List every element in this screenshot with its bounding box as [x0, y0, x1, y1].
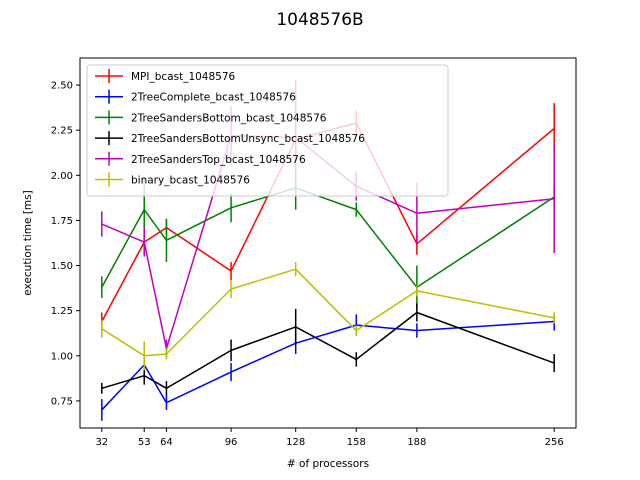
y-tick-label: 1.50	[51, 261, 73, 272]
y-tick-label: 1.00	[51, 351, 73, 362]
series-line	[101, 311, 555, 390]
legend-entry: MPI_bcast_1048576	[95, 69, 236, 83]
y-tick-label: 2.50	[51, 81, 73, 92]
series-line	[101, 268, 555, 357]
x-tick-label: 256	[545, 437, 564, 448]
legend-label: binary_bcast_1048576	[131, 175, 250, 187]
y-tick-label: 1.25	[51, 306, 73, 317]
x-axis: 32 53 64 96 128 158 188 256	[95, 428, 564, 448]
legend-box	[86, 64, 449, 197]
x-tick-label: 53	[138, 437, 151, 448]
series-1	[101, 312, 555, 421]
legend-entry: 2TreeComplete_bcast_1048576	[95, 89, 296, 104]
legend-entry: 2TreeSandersTop_bcast_1048576	[95, 151, 306, 166]
series-line	[101, 122, 555, 322]
y-tick-label: 2.25	[51, 126, 73, 137]
legend: MPI_bcast_1048576 2TreeComplete_bcast_104…	[86, 64, 449, 197]
series-3	[101, 303, 555, 396]
legend-label: MPI_bcast_1048576	[131, 71, 236, 83]
x-axis-label: # of processors	[287, 458, 369, 470]
legend-label: 2TreeSandersTop_bcast_1048576	[131, 154, 306, 166]
legend-entry: 2TreeSandersBottom_bcast_1048576	[95, 110, 327, 125]
x-tick-label: 64	[160, 437, 173, 448]
series-5	[101, 261, 555, 371]
legend-label: 2TreeComplete_bcast_1048576	[131, 92, 296, 104]
series-line	[101, 320, 555, 411]
series-line	[101, 187, 555, 288]
plot-frame	[79, 57, 577, 429]
chart-title: 1048576B	[276, 10, 363, 30]
x-tick-label: 32	[95, 437, 108, 448]
legend-label: 2TreeSandersBottomUnsync_bcast_1048576	[131, 133, 365, 145]
legend-entry: 2TreeSandersBottomUnsync_bcast_1048576	[95, 131, 365, 146]
x-tick-label: 158	[347, 437, 366, 448]
x-tick-label: 128	[286, 437, 305, 448]
y-axis: 0.75 1.00 1.25 1.50 1.75 2.00 2.25 2.50	[51, 81, 80, 407]
y-tick-label: 0.75	[51, 396, 73, 407]
y-axis-label: execution time [ms]	[22, 190, 34, 295]
y-tick-label: 1.75	[51, 216, 73, 227]
x-tick-label: 96	[225, 437, 238, 448]
y-tick-label: 2.00	[51, 171, 73, 182]
legend-label: 2TreeSandersBottom_bcast_1048576	[131, 112, 327, 124]
x-tick-label: 188	[407, 437, 426, 448]
legend-entry: binary_bcast_1048576	[95, 172, 250, 187]
